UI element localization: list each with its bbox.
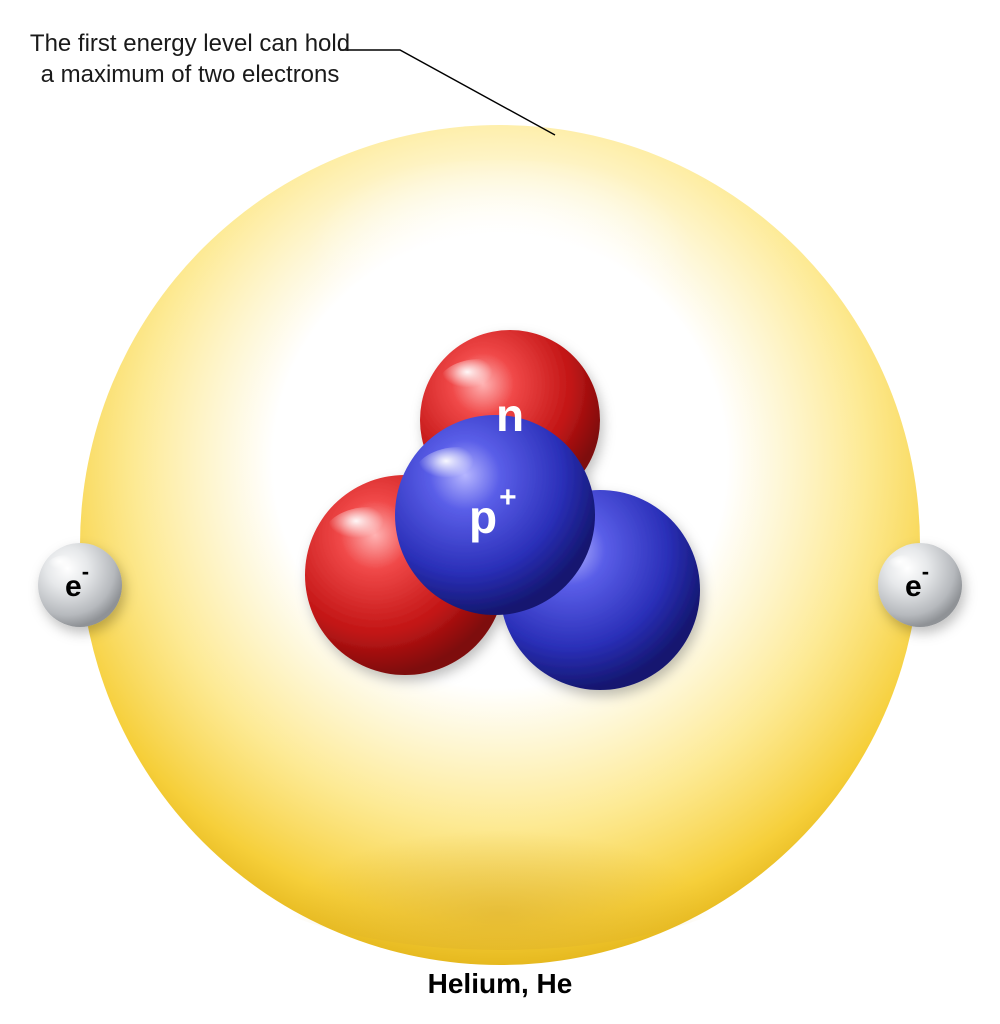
proton-front — [395, 415, 595, 615]
callout-text: The first energy level can hold a maximu… — [20, 28, 360, 90]
caption: Helium, He — [0, 968, 1000, 1000]
scene-svg — [0, 0, 1000, 1024]
callout-leader — [340, 50, 555, 135]
atom-diagram: The first energy level can hold a maximu… — [0, 0, 1000, 1024]
electron-right — [878, 543, 962, 627]
electron-left — [38, 543, 122, 627]
